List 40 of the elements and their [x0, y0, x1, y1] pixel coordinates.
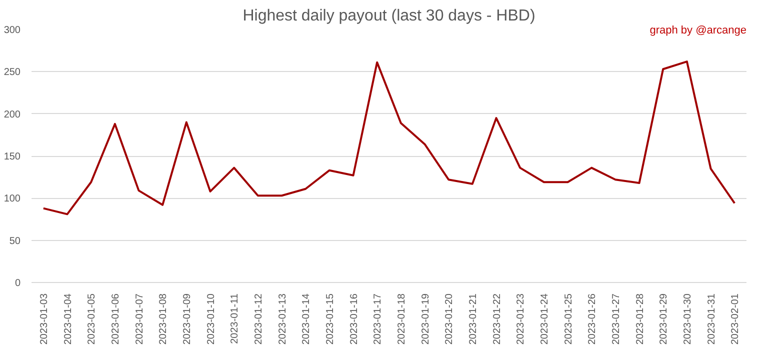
annotation: graph by @arcange	[650, 24, 747, 36]
x-tick-label: 2023-01-26	[587, 293, 598, 345]
y-tick-label: 300	[4, 25, 21, 36]
x-tick-label: 2023-01-28	[634, 293, 646, 345]
x-tick-label: 2023-01-15	[324, 293, 336, 345]
x-tick-label: 2023-01-03	[38, 293, 50, 345]
x-tick-label: 2023-01-24	[539, 293, 550, 345]
x-tick-label: 2023-01-14	[301, 293, 312, 345]
y-tick-label: 0	[14, 278, 21, 289]
x-tick-label: 2023-01-23	[516, 293, 527, 345]
x-tick-label: 2023-01-09	[182, 293, 193, 345]
x-tick-label: 2023-01-08	[158, 293, 170, 345]
x-tick-label: 2023-01-21	[468, 293, 479, 345]
y-tick-label: 200	[4, 109, 21, 120]
x-tick-label: 2023-02-01	[730, 293, 742, 345]
x-tick-label: 2023-01-13	[277, 293, 288, 345]
x-tick-label: 2023-01-16	[348, 293, 360, 345]
x-tick-label: 2023-01-06	[110, 293, 122, 345]
x-tick-label: 2023-01-04	[62, 293, 74, 345]
x-tick-label: 2023-01-31	[706, 293, 718, 345]
x-tick-label: 2023-01-20	[444, 293, 456, 345]
x-tick-label: 2023-01-19	[420, 293, 432, 345]
x-tick-label: 2023-01-10	[206, 293, 217, 345]
y-tick-label: 150	[4, 152, 21, 162]
x-tick-label: 2023-01-18	[396, 293, 408, 345]
x-tick-label: 2023-01-30	[682, 293, 694, 345]
x-tick-label: 2023-01-25	[563, 293, 574, 345]
line-series	[42, 60, 736, 216]
y-tick-label: 250	[4, 67, 21, 78]
x-tick-label: 2023-01-07	[134, 293, 146, 345]
y-tick-label: 100	[4, 194, 21, 205]
x-tick-label: 2023-01-05	[86, 293, 98, 345]
x-tick-label: 2023-01-29	[658, 293, 670, 345]
x-tick-label: 2023-01-27	[610, 293, 622, 345]
x-tick-label: 2023-01-22	[492, 293, 503, 345]
x-tick-label: 2023-01-17	[372, 293, 384, 345]
chart-title: Highest daily payout (last 30 days - HBD)	[242, 8, 536, 24]
y-tick-label: 50	[9, 236, 21, 247]
x-tick-label: 2023-01-12	[253, 293, 264, 345]
x-tick-label: 2023-01-11	[230, 293, 241, 344]
